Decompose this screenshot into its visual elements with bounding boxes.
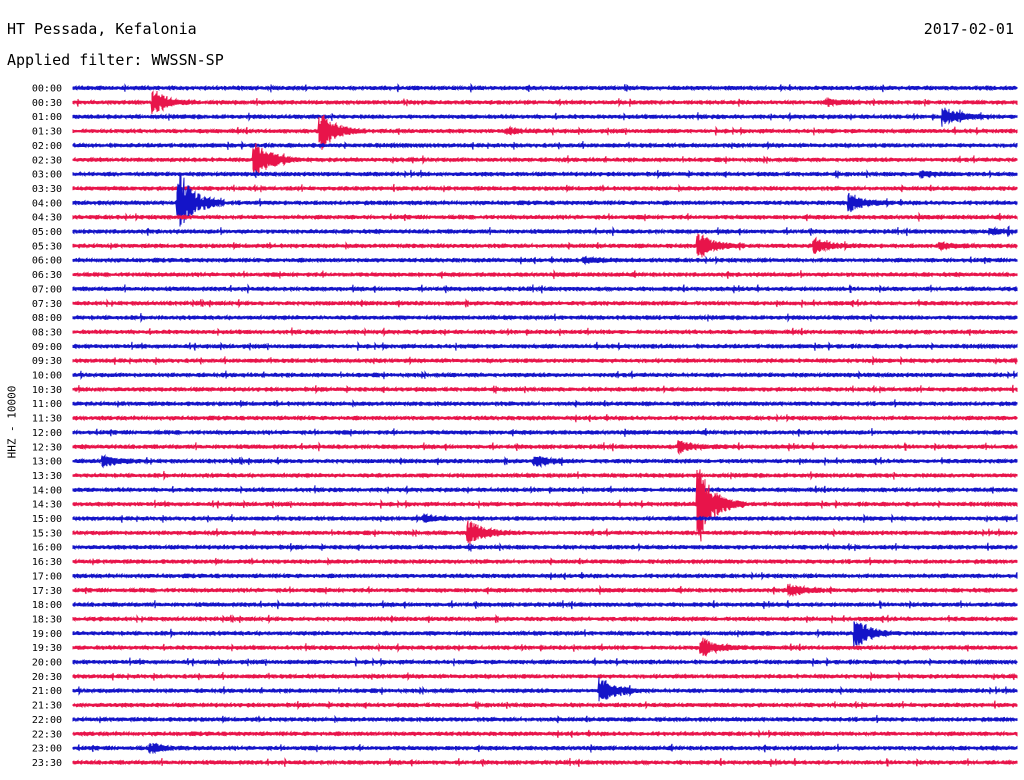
row-time-label: 14:30 bbox=[32, 500, 62, 511]
row-time-label: 01:30 bbox=[32, 127, 62, 138]
trace-line bbox=[72, 677, 1018, 702]
row-time-label: 11:30 bbox=[32, 414, 62, 425]
row-time-label: 02:00 bbox=[32, 141, 62, 152]
row-time-label: 11:00 bbox=[32, 399, 62, 410]
row-time-label: 07:30 bbox=[32, 299, 62, 310]
row-time-label: 02:30 bbox=[32, 155, 62, 166]
trace-line bbox=[72, 621, 1018, 649]
row-time-label: 19:30 bbox=[32, 643, 62, 654]
row-time-label: 09:00 bbox=[32, 342, 62, 353]
row-time-label: 01:00 bbox=[32, 112, 62, 123]
row-time-label: 18:00 bbox=[32, 600, 62, 611]
row-time-label: 13:30 bbox=[32, 471, 62, 482]
row-time-label: 20:00 bbox=[32, 658, 62, 669]
row-time-label: 13:00 bbox=[32, 457, 62, 468]
trace-line bbox=[72, 637, 1018, 657]
row-time-label: 08:30 bbox=[32, 327, 62, 338]
row-time-label: 23:00 bbox=[32, 744, 62, 755]
row-time-label: 10:30 bbox=[32, 385, 62, 396]
row-time-label: 10:00 bbox=[32, 371, 62, 382]
row-time-label: 08:00 bbox=[32, 313, 62, 324]
row-time-label: 22:00 bbox=[32, 715, 62, 726]
row-time-label: 18:30 bbox=[32, 614, 62, 625]
row-time-label: 21:00 bbox=[32, 686, 62, 697]
row-time-label: 03:30 bbox=[32, 184, 62, 195]
row-time-label: 06:30 bbox=[32, 270, 62, 281]
row-time-label: 12:00 bbox=[32, 428, 62, 439]
row-time-label: 21:30 bbox=[32, 701, 62, 712]
row-time-label: 16:30 bbox=[32, 557, 62, 568]
row-time-label: 04:00 bbox=[32, 198, 62, 209]
row-time-label: 23:30 bbox=[32, 758, 62, 769]
row-time-label: 20:30 bbox=[32, 672, 62, 683]
row-time-label: 04:30 bbox=[32, 213, 62, 224]
station-title: HT Pessada, Kefalonia bbox=[7, 20, 197, 38]
row-time-label: 07:00 bbox=[32, 284, 62, 295]
row-time-label: 03:00 bbox=[32, 170, 62, 181]
row-time-label: 14:00 bbox=[32, 485, 62, 496]
filter-label: Applied filter: WWSSN-SP bbox=[7, 51, 224, 69]
row-time-label: 17:30 bbox=[32, 586, 62, 597]
row-time-label: 12:30 bbox=[32, 442, 62, 453]
date-label: 2017-02-01 bbox=[923, 20, 1014, 38]
row-time-label: 00:30 bbox=[32, 98, 62, 109]
trace-line bbox=[72, 469, 1018, 542]
row-time-label: 09:30 bbox=[32, 356, 62, 367]
row-time-label: 00:00 bbox=[32, 84, 62, 95]
row-time-label: 19:00 bbox=[32, 629, 62, 640]
row-time-label: 15:30 bbox=[32, 528, 62, 539]
row-time-label: 05:30 bbox=[32, 241, 62, 252]
row-time-label: 15:00 bbox=[32, 514, 62, 525]
row-time-label: 06:00 bbox=[32, 256, 62, 267]
row-time-label: 05:00 bbox=[32, 227, 62, 238]
row-time-label: 17:00 bbox=[32, 571, 62, 582]
row-time-label: 22:30 bbox=[32, 729, 62, 740]
row-time-label: 16:00 bbox=[32, 543, 62, 554]
